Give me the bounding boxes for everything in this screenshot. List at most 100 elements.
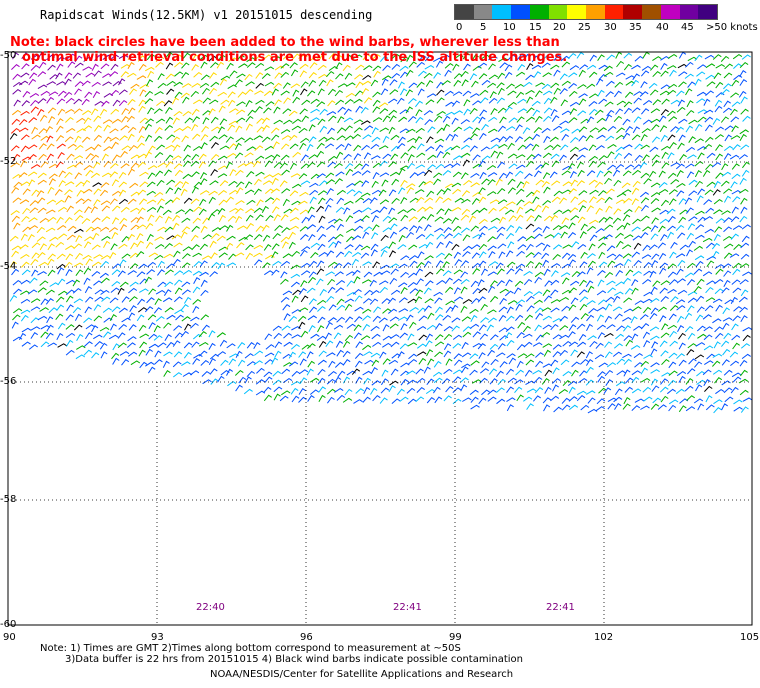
wind-barb	[190, 234, 199, 242]
wind-barb	[73, 108, 83, 114]
wind-barb	[478, 73, 488, 80]
wind-barb	[333, 162, 343, 169]
wind-barb	[400, 370, 410, 377]
wind-barb	[522, 127, 531, 134]
wind-barb	[352, 288, 362, 295]
wind-barb	[669, 304, 679, 311]
wind-barb	[678, 332, 686, 340]
wind-barb	[56, 263, 66, 270]
wind-barb	[246, 199, 256, 205]
wind-barb	[436, 111, 446, 116]
wind-barb	[12, 314, 21, 321]
wind-barb	[506, 368, 515, 376]
wind-barb	[37, 71, 47, 78]
wind-barb	[119, 223, 127, 232]
wind-barb	[660, 233, 668, 241]
wind-barb	[399, 88, 408, 96]
wind-barb	[298, 127, 308, 134]
wind-barb	[550, 323, 559, 331]
wind-barb	[119, 259, 127, 267]
wind-barb	[523, 136, 533, 142]
wind-barb	[651, 207, 661, 213]
wind-barb	[318, 215, 326, 223]
wind-barb	[310, 98, 320, 105]
wind-barb	[336, 151, 344, 159]
lat-label: -50	[0, 50, 17, 61]
wind-barb	[606, 54, 615, 61]
wind-barb	[517, 244, 527, 250]
wind-barb	[552, 344, 562, 350]
wind-barb	[522, 180, 530, 189]
wind-barb	[489, 91, 497, 99]
wind-barb	[146, 206, 157, 212]
wind-barb	[435, 252, 445, 258]
wind-barb	[165, 107, 173, 114]
wind-barb	[596, 398, 606, 405]
wind-barb	[244, 73, 253, 81]
wind-barb	[640, 367, 648, 375]
wind-barb	[451, 162, 461, 169]
wind-barb	[487, 285, 496, 293]
wind-barb	[697, 216, 706, 223]
wind-barb	[607, 144, 617, 149]
wind-barb	[84, 306, 92, 314]
wind-barb	[721, 380, 731, 386]
wind-barb	[454, 259, 462, 266]
wind-barb	[693, 286, 702, 293]
wind-barb	[570, 297, 579, 305]
wind-barb	[703, 199, 712, 205]
wind-barb	[217, 155, 228, 161]
wind-barb	[461, 190, 470, 197]
wind-barb	[526, 62, 534, 70]
wind-barb	[309, 196, 317, 204]
wind-barb	[693, 268, 703, 275]
wind-barb	[605, 114, 613, 122]
wind-barb	[678, 375, 686, 383]
wind-barb	[65, 349, 75, 356]
wind-barb	[207, 213, 216, 221]
wind-barb	[217, 189, 227, 196]
scale-label: 30	[604, 22, 617, 33]
wind-barb	[452, 376, 462, 383]
wind-barb	[732, 268, 741, 276]
wind-barb	[433, 377, 443, 384]
wind-barb	[300, 180, 311, 186]
wind-barb	[487, 317, 497, 323]
wind-barb	[667, 54, 678, 59]
wind-barb	[568, 404, 579, 410]
wind-barb	[307, 395, 315, 402]
wind-barb	[561, 277, 570, 285]
wind-barb	[739, 69, 747, 78]
wind-barb	[434, 323, 443, 330]
wind-barb	[265, 214, 274, 222]
wind-barb	[713, 72, 722, 80]
wind-barb	[326, 378, 336, 385]
wind-barb	[552, 367, 560, 375]
wind-barb	[271, 206, 280, 214]
wind-barb	[202, 97, 211, 104]
wind-barb	[481, 155, 491, 161]
wind-barb	[118, 307, 128, 313]
wind-barb	[622, 118, 631, 126]
wind-barb	[499, 116, 507, 124]
wind-barb	[498, 306, 508, 313]
wind-barb	[624, 107, 632, 115]
wind-barb	[246, 222, 254, 230]
scale-swatch	[660, 5, 680, 19]
wind-barb	[319, 52, 327, 60]
time-label: 22:41	[546, 602, 575, 613]
wind-barb	[490, 150, 498, 158]
wind-barb	[271, 88, 279, 96]
wind-barb	[541, 62, 551, 68]
wind-barb	[190, 160, 200, 167]
wind-barb	[514, 83, 525, 89]
wind-barb	[444, 233, 453, 239]
wind-barb	[480, 97, 489, 104]
wind-barb	[290, 343, 300, 350]
wind-barb	[370, 352, 381, 358]
wind-barb	[715, 92, 725, 98]
wind-barb	[729, 154, 740, 160]
wind-barb	[388, 109, 398, 116]
wind-barb	[479, 333, 488, 340]
wind-barb	[191, 225, 200, 232]
